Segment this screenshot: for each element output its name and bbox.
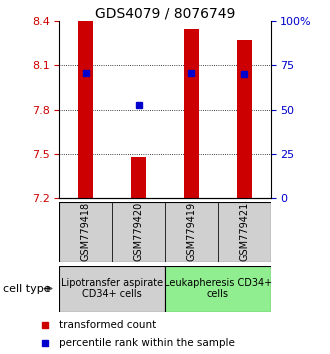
Bar — [218, 202, 271, 262]
Bar — [237, 40, 251, 198]
Text: percentile rank within the sample: percentile rank within the sample — [59, 338, 235, 348]
Bar — [165, 202, 218, 262]
Text: Lipotransfer aspirate
CD34+ cells: Lipotransfer aspirate CD34+ cells — [61, 278, 163, 299]
Bar — [59, 202, 112, 262]
Text: GSM779421: GSM779421 — [239, 202, 249, 262]
Bar — [131, 157, 146, 198]
Text: Leukapheresis CD34+
cells: Leukapheresis CD34+ cells — [164, 278, 272, 299]
Title: GDS4079 / 8076749: GDS4079 / 8076749 — [95, 6, 235, 20]
Bar — [184, 29, 199, 198]
Text: GSM779420: GSM779420 — [134, 202, 144, 262]
Text: cell type: cell type — [3, 284, 51, 293]
Bar — [79, 21, 93, 198]
Bar — [112, 202, 165, 262]
Text: GSM779418: GSM779418 — [81, 202, 91, 262]
Bar — [59, 266, 165, 312]
Text: transformed count: transformed count — [59, 320, 156, 330]
Bar — [165, 266, 271, 312]
Text: GSM779419: GSM779419 — [186, 202, 196, 262]
